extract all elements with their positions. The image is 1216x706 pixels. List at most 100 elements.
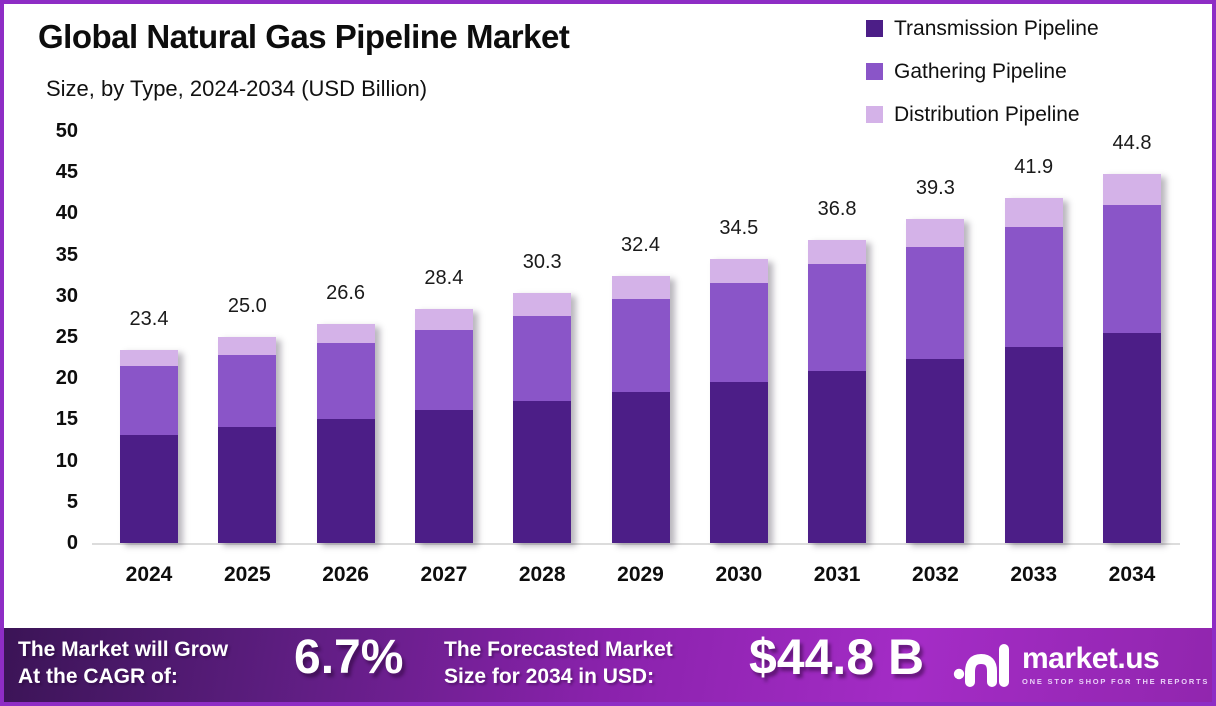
legend-item-2: Gathering Pipeline (866, 57, 1099, 86)
y-axis-tick-label: 10 (55, 449, 78, 472)
x-axis-year-label-2030: 2030 (715, 563, 763, 586)
bar-2027 (414, 308, 473, 543)
bar-2029-gathering-pipeline-segment (611, 299, 670, 393)
legend-label: Transmission Pipeline (894, 16, 1099, 40)
x-axis-year-label-2031: 2031 (813, 563, 861, 586)
bar-total-label-2024: 23.4 (129, 308, 169, 331)
bar-total-label-2032: 39.3 (915, 177, 955, 200)
bar-2033 (1004, 197, 1063, 543)
bar-2024-transmission-pipeline-segment (120, 435, 178, 543)
bar-2028-gathering-pipeline-segment (513, 315, 572, 402)
market-us-logo-icon (953, 644, 1009, 687)
bar-2028 (513, 293, 572, 543)
page-subtitle: Size, by Type, 2024-2034 (USD Billion) (46, 76, 428, 101)
bar-total-label-2027: 28.4 (424, 266, 464, 289)
bar-2029-distribution-pipeline-segment (611, 276, 670, 300)
bar-total-label-2025: 25.0 (227, 295, 267, 317)
bar-total-label-2030: 34.5 (719, 216, 759, 239)
chart-legend: Transmission Pipeline Gathering Pipeline D… (866, 14, 1099, 143)
bar-2025-gathering-pipeline-segment (218, 355, 277, 427)
x-axis-year-label-2032: 2032 (912, 563, 959, 586)
bar-2031-transmission-pipeline-segment (808, 370, 867, 543)
bar-total-label-2029: 32.4 (621, 234, 660, 257)
bar-2034-gathering-pipeline-segment (1103, 205, 1161, 333)
y-axis-tick-label: 0 (66, 532, 78, 554)
bar-2031-gathering-pipeline-segment (808, 264, 867, 371)
x-axis-baseline (92, 543, 1180, 545)
bar-2025 (218, 337, 277, 543)
bar-2024 (120, 350, 178, 543)
y-axis-tick-label: 15 (55, 408, 78, 431)
bar-2028-transmission-pipeline-segment (513, 401, 572, 543)
bar-2025-transmission-pipeline-segment (218, 426, 277, 543)
legend-swatch (866, 106, 883, 123)
bar-2031-distribution-pipeline-segment (808, 239, 867, 265)
forecast-label-line1: The Forecasted Market (444, 638, 673, 661)
brand-logo: market.us ONE STOP SHOP FOR THE REPORTS (952, 640, 1209, 690)
bar-2030 (709, 258, 768, 543)
y-axis-tick-label: 5 (66, 490, 78, 513)
legend-label: Gathering Pipeline (894, 59, 1067, 83)
brand-name: market.us (1022, 642, 1160, 675)
y-axis-tick-label: 25 (55, 326, 78, 348)
forecast-label-line2: Size for 2034 in USD: (444, 665, 655, 688)
legend-swatch (866, 20, 883, 37)
bar-2032-transmission-pipeline-segment (906, 359, 965, 543)
forecast-value: $44.8 B (749, 629, 925, 685)
footer-banner: The Market will Grow At the CAGR of: 6.7… (4, 628, 1212, 702)
bar-2033-transmission-pipeline-segment (1004, 346, 1063, 543)
bar-2025-distribution-pipeline-segment (218, 337, 277, 356)
bar-2030-distribution-pipeline-segment (709, 258, 768, 284)
bar-2030-transmission-pipeline-segment (709, 382, 768, 543)
bar-2032 (906, 219, 965, 543)
x-axis-year-label-2026: 2026 (322, 563, 369, 586)
cagr-label-line2: At the CAGR of: (18, 665, 178, 688)
bar-2029-transmission-pipeline-segment (611, 392, 670, 543)
bar-total-label-2033: 41.9 (1014, 155, 1054, 178)
bar-2026-gathering-pipeline-segment (316, 342, 375, 420)
legend-item-3: Distribution Pipeline (866, 100, 1099, 129)
x-axis-year-label-2034: 2034 (1108, 563, 1156, 586)
x-axis-year-label-2025: 2025 (223, 563, 271, 586)
bar-total-label-2031: 36.8 (817, 197, 857, 220)
forecast-label: The Forecasted Market Size for 2034 in U… (444, 636, 673, 690)
bar-2034-transmission-pipeline-segment (1103, 332, 1161, 543)
bar-2034 (1103, 173, 1161, 543)
y-axis-tick-label: 35 (55, 243, 78, 266)
y-axis-tick-label: 50 (55, 120, 78, 142)
bar-2030-gathering-pipeline-segment (709, 283, 768, 383)
legend-item-1: Transmission Pipeline (866, 14, 1099, 43)
bar-2024-distribution-pipeline-segment (120, 350, 178, 366)
legend-label: Distribution Pipeline (894, 102, 1080, 126)
bar-total-label-2028: 30.3 (522, 251, 562, 274)
bar-2032-distribution-pipeline-segment (906, 219, 965, 248)
bar-2033-distribution-pipeline-segment (1004, 197, 1063, 228)
bar-2034-distribution-pipeline-segment (1103, 173, 1161, 206)
cagr-label-line1: The Market will Grow (18, 638, 229, 661)
brand-text: market.us ONE STOP SHOP FOR THE REPORTS (1022, 642, 1210, 687)
cagr-label: The Market will Grow At the CAGR of: (18, 636, 228, 690)
bar-2026-transmission-pipeline-segment (316, 419, 375, 543)
y-axis-tick-label: 40 (55, 202, 78, 225)
cagr-value: 6.7% (294, 631, 404, 684)
bar-2026-distribution-pipeline-segment (316, 323, 375, 343)
bar-2026 (316, 323, 375, 543)
legend-swatch (866, 63, 883, 80)
bar-2027-distribution-pipeline-segment (414, 308, 473, 330)
x-axis-year-label-2027: 2027 (420, 563, 468, 586)
bar-2032-gathering-pipeline-segment (906, 247, 965, 360)
x-axis-year-label-2033: 2033 (1010, 563, 1058, 586)
x-axis-year-label-2024: 2024 (125, 563, 173, 586)
page-title: Global Natural Gas Pipeline Market (38, 18, 570, 55)
y-axis-tick-label: 20 (55, 367, 78, 390)
brand-tagline: ONE STOP SHOP FOR THE REPORTS (1022, 677, 1210, 686)
bar-2029 (611, 276, 670, 543)
y-axis-tick-label: 45 (55, 161, 78, 184)
bar-2033-gathering-pipeline-segment (1004, 227, 1063, 347)
bar-2028-distribution-pipeline-segment (513, 293, 572, 316)
x-axis-year-label-2029: 2029 (617, 563, 664, 586)
bar-total-label-2026: 26.6 (326, 281, 366, 304)
x-axis-year-label-2028: 2028 (518, 563, 566, 586)
bar-2027-transmission-pipeline-segment (414, 410, 473, 543)
bar-total-label-2034: 44.8 (1112, 131, 1152, 154)
